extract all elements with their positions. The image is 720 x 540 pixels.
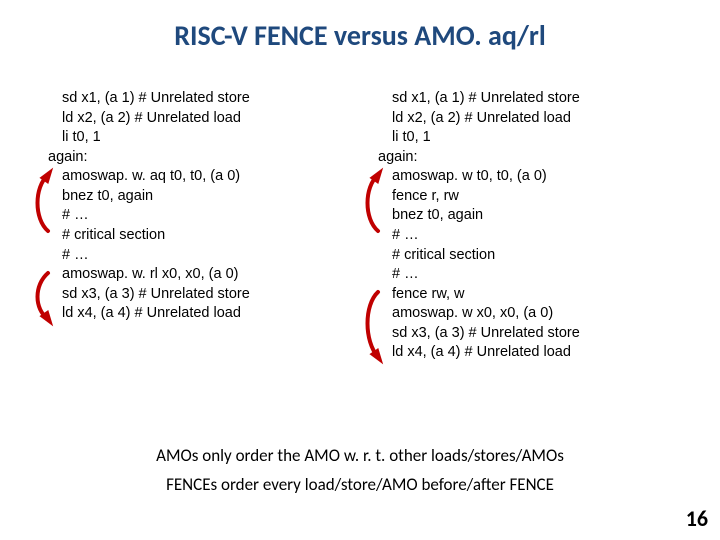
- code-line: amoswap. w t0, t0, (a 0): [378, 167, 690, 187]
- code-line: amoswap. w. aq t0, t0, (a 0): [48, 167, 360, 187]
- code-line: # critical section: [378, 246, 690, 266]
- page-number: 16: [686, 505, 708, 532]
- code-line: fence r, rw: [378, 187, 690, 207]
- code-line: bnez t0, again: [48, 187, 360, 207]
- code-line: fence rw, w: [378, 285, 690, 305]
- code-line: again:: [378, 148, 690, 168]
- footer-line-1: AMOs only order the AMO w. r. t. other l…: [0, 442, 720, 471]
- code-line: ld x4, (a 4) # Unrelated load: [48, 304, 360, 324]
- code-line: # …: [48, 206, 360, 226]
- code-line: ld x4, (a 4) # Unrelated load: [378, 343, 690, 363]
- code-line: amoswap. w x0, x0, (a 0): [378, 304, 690, 324]
- code-line: sd x1, (a 1) # Unrelated store: [378, 89, 690, 109]
- right-column: sd x1, (a 1) # Unrelated storeld x2, (a …: [360, 89, 690, 363]
- code-line: # …: [378, 265, 690, 285]
- code-line: amoswap. w. rl x0, x0, (a 0): [48, 265, 360, 285]
- code-line: sd x1, (a 1) # Unrelated store: [48, 89, 360, 109]
- code-line: bnez t0, again: [378, 206, 690, 226]
- code-line: sd x3, (a 3) # Unrelated store: [48, 285, 360, 305]
- code-columns: sd x1, (a 1) # Unrelated storeld x2, (a …: [0, 89, 720, 363]
- left-code-block: sd x1, (a 1) # Unrelated storeld x2, (a …: [48, 89, 360, 324]
- code-line: sd x3, (a 3) # Unrelated store: [378, 324, 690, 344]
- code-line: # critical section: [48, 226, 360, 246]
- footer-text: AMOs only order the AMO w. r. t. other l…: [0, 442, 720, 500]
- code-line: li t0, 1: [378, 128, 690, 148]
- code-line: again:: [48, 148, 360, 168]
- code-line: ld x2, (a 2) # Unrelated load: [378, 109, 690, 129]
- left-column: sd x1, (a 1) # Unrelated storeld x2, (a …: [30, 89, 360, 363]
- right-code-block: sd x1, (a 1) # Unrelated storeld x2, (a …: [378, 89, 690, 363]
- code-line: # …: [48, 246, 360, 266]
- code-line: ld x2, (a 2) # Unrelated load: [48, 109, 360, 129]
- slide-title: RISC-V FENCE versus AMO. aq/rl: [0, 0, 720, 61]
- footer-line-2: FENCEs order every load/store/AMO before…: [0, 471, 720, 500]
- code-line: li t0, 1: [48, 128, 360, 148]
- code-line: # …: [378, 226, 690, 246]
